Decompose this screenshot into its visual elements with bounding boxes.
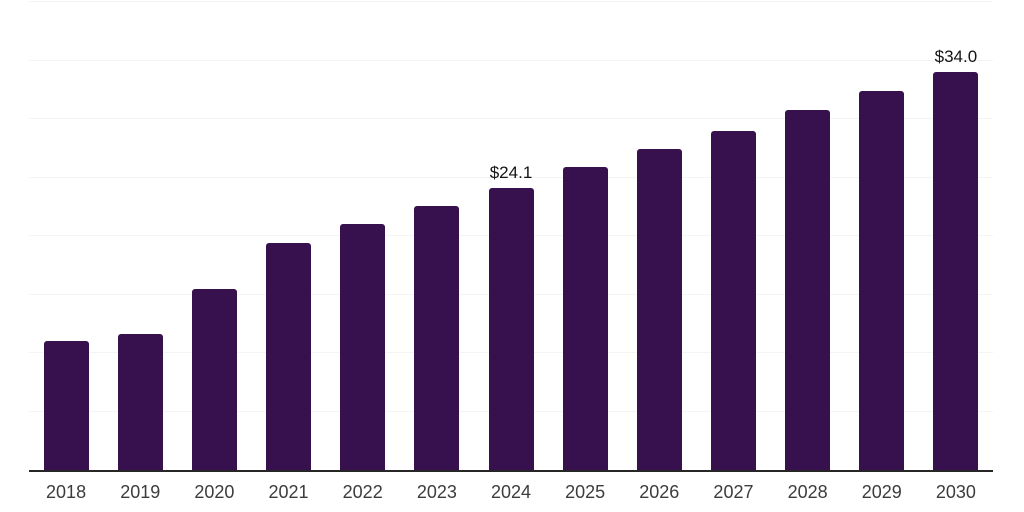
x-axis-label-2025: 2025 xyxy=(565,482,606,502)
bar-2027[interactable] xyxy=(710,130,756,470)
x-axis-label-2029: 2029 xyxy=(861,482,902,502)
x-axis-label-2022: 2022 xyxy=(342,482,383,502)
bar-2028[interactable] xyxy=(785,109,831,470)
x-axis-label-2024: 2024 xyxy=(490,482,532,502)
bar-2024[interactable] xyxy=(488,188,534,470)
plot-area: $24.1 $34.0 xyxy=(29,1,993,472)
data-label-2024: $24.1 xyxy=(489,163,533,183)
x-axis-label-2021: 2021 xyxy=(268,482,309,502)
gridline-y-40 xyxy=(29,1,993,2)
gridline-y-30 xyxy=(29,118,993,119)
data-label-2030: $34.0 xyxy=(934,47,978,67)
x-axis-label-2020: 2020 xyxy=(194,482,235,502)
bar-2018[interactable] xyxy=(43,341,89,470)
gridline-y-35 xyxy=(29,59,993,61)
x-axis-label-2026: 2026 xyxy=(639,482,680,502)
bar-2026[interactable] xyxy=(636,149,682,470)
bar-2025[interactable] xyxy=(562,166,608,470)
bar-2030[interactable] xyxy=(933,72,979,470)
gridline-y-25 xyxy=(29,176,993,178)
bar-2022[interactable] xyxy=(340,224,386,470)
x-axis-label-2018: 2018 xyxy=(46,482,87,502)
bar-2019[interactable] xyxy=(117,334,163,470)
x-axis-label-2019: 2019 xyxy=(120,482,161,502)
x-axis-label-2023: 2023 xyxy=(416,482,457,502)
x-axis-label-2027: 2027 xyxy=(713,482,754,502)
bar-2021[interactable] xyxy=(266,243,312,470)
bar-2029[interactable] xyxy=(859,90,905,470)
bar-2023[interactable] xyxy=(414,205,460,470)
x-axis-label-2028: 2028 xyxy=(787,482,828,502)
bar-2020[interactable] xyxy=(191,288,237,470)
x-axis-label-2030: 2030 xyxy=(935,482,976,502)
